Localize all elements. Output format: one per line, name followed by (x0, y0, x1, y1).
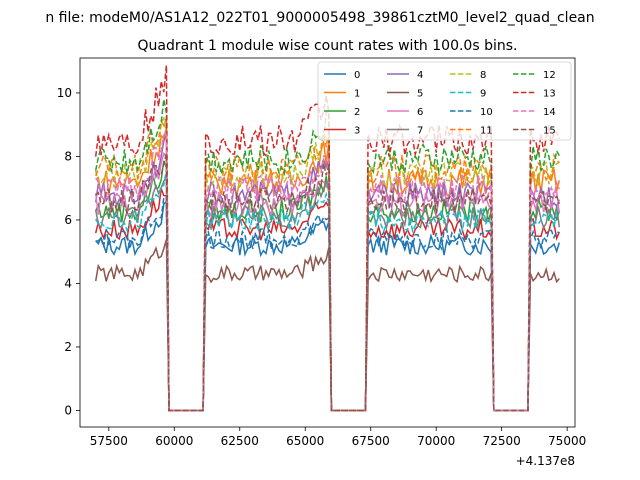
x-tick-label: 70000 (417, 434, 455, 448)
y-tick-label: 8 (64, 149, 72, 163)
legend-label-5: 5 (417, 89, 423, 100)
y-tick-label: 2 (64, 340, 72, 354)
y-tick-label: 10 (57, 86, 72, 100)
legend-label-1: 1 (354, 89, 360, 100)
series-line-15 (95, 153, 561, 412)
legend-label-4: 4 (417, 70, 423, 81)
series-line-13 (94, 65, 560, 412)
legend-label-8: 8 (480, 70, 486, 81)
legend-label-2: 2 (354, 107, 360, 118)
x-axis: 57500 60000 62500 65000 67500 70000 72500 75000 (90, 427, 586, 448)
legend-box (317, 61, 572, 141)
legend-label-15: 15 (543, 126, 556, 137)
legend-label-12: 12 (543, 70, 556, 81)
x-tick-label: 57500 (90, 434, 128, 448)
legend-label-10: 10 (480, 107, 493, 118)
x-tick-label: 62500 (221, 434, 259, 448)
legend-label-6: 6 (417, 107, 423, 118)
legend-label-11: 11 (480, 126, 493, 137)
legend-label-13: 13 (543, 89, 556, 100)
legend-label-0: 0 (354, 70, 360, 81)
x-tick-label: 60000 (155, 434, 193, 448)
legend-label-9: 9 (480, 89, 486, 100)
figure-suptitle: n file: modeM0/AS1A12_022T01_9000005498_… (45, 10, 594, 26)
y-axis: 0 2 4 6 8 10 (57, 86, 80, 417)
x-offset-label: +4.137e8 (516, 454, 575, 468)
series-line-8 (94, 115, 560, 412)
y-tick-label: 6 (64, 213, 72, 227)
x-tick-label: 67500 (352, 434, 390, 448)
y-tick-label: 4 (64, 276, 72, 290)
plot-frame (79, 57, 576, 428)
legend-label-7: 7 (417, 126, 423, 137)
x-tick-label: 72500 (483, 434, 521, 448)
x-tick-label: 65000 (286, 434, 324, 448)
chart-title: Quadrant 1 module wise count rates with … (138, 38, 518, 54)
x-tick-label: 75000 (548, 434, 586, 448)
y-tick-label: 0 (64, 403, 72, 417)
legend-label-14: 14 (543, 107, 556, 118)
legend-label-3: 3 (354, 126, 360, 137)
